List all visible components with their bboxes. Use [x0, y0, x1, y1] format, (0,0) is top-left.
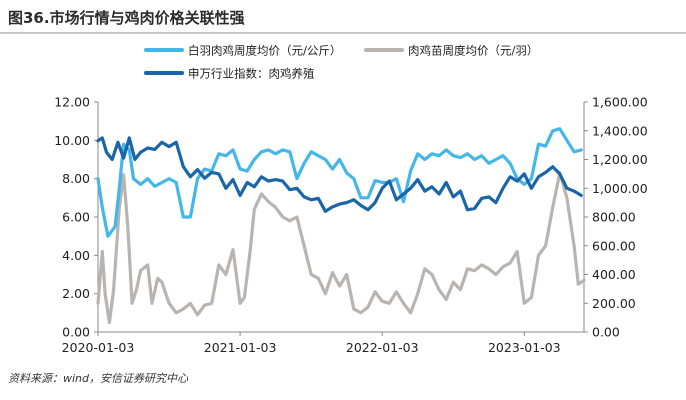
y-left-tick-label: 0.00 [62, 325, 90, 340]
x-tick-label: 2020-01-03 [62, 340, 135, 355]
y-right-tick-label: 600.00 [592, 238, 636, 253]
legend-label-broiler-price: 白羽肉鸡周度均价（元/公斤） [188, 44, 341, 58]
line-chart: 0.00 2.00 4.00 6.00 8.00 10.00 12.00 0.00 200.00… [54, 44, 648, 356]
y-right-tick-label: 1,400.00 [592, 123, 648, 138]
y-left-tick-label: 2.00 [62, 286, 90, 301]
x-tick-label: 2023-01-03 [488, 340, 561, 355]
x-tick-label: 2021-01-03 [204, 340, 277, 355]
y-right-tick-label: 400.00 [592, 267, 636, 282]
y-right-tick-label: 0.00 [592, 325, 620, 340]
series-layer [96, 127, 586, 324]
y-right-tick-label: 1,200.00 [592, 152, 648, 167]
axis-layer: 0.00 2.00 4.00 6.00 8.00 10.00 12.00 0.00 200.00… [54, 95, 648, 356]
series-line-index [96, 136, 583, 213]
y-right-tick-label: 1,600.00 [592, 95, 648, 110]
y-left-tick-label: 6.00 [62, 210, 90, 225]
y-right-tick-label: 1,000.00 [592, 181, 648, 196]
y-right-tick-label: 800.00 [592, 210, 636, 225]
series-line-chick-price [96, 171, 586, 324]
y-left-tick-label: 12.00 [54, 95, 90, 110]
y-left-tick-label: 4.00 [62, 248, 90, 263]
title-bar: 图36.市场行情与鸡肉价格关联性强 [0, 0, 686, 34]
source-note: 资料来源：wind，安信证券研究中心 [8, 372, 189, 385]
chart-title: 图36.市场行情与鸡肉价格关联性强 [8, 9, 245, 27]
legend-label-chick-price: 肉鸡苗周度均价（元/羽） [408, 44, 538, 58]
x-tick-label: 2022-01-03 [346, 340, 419, 355]
y-left-tick-label: 10.00 [54, 133, 90, 148]
y-left-tick-label: 8.00 [62, 171, 90, 186]
legend: 白羽肉鸡周度均价（元/公斤） 肉鸡苗周度均价（元/羽） 申万行业指数：肉鸡养殖 [144, 44, 538, 81]
series-line-broiler-price [96, 127, 583, 238]
legend-label-index: 申万行业指数：肉鸡养殖 [188, 67, 315, 81]
y-right-tick-label: 200.00 [592, 296, 636, 311]
